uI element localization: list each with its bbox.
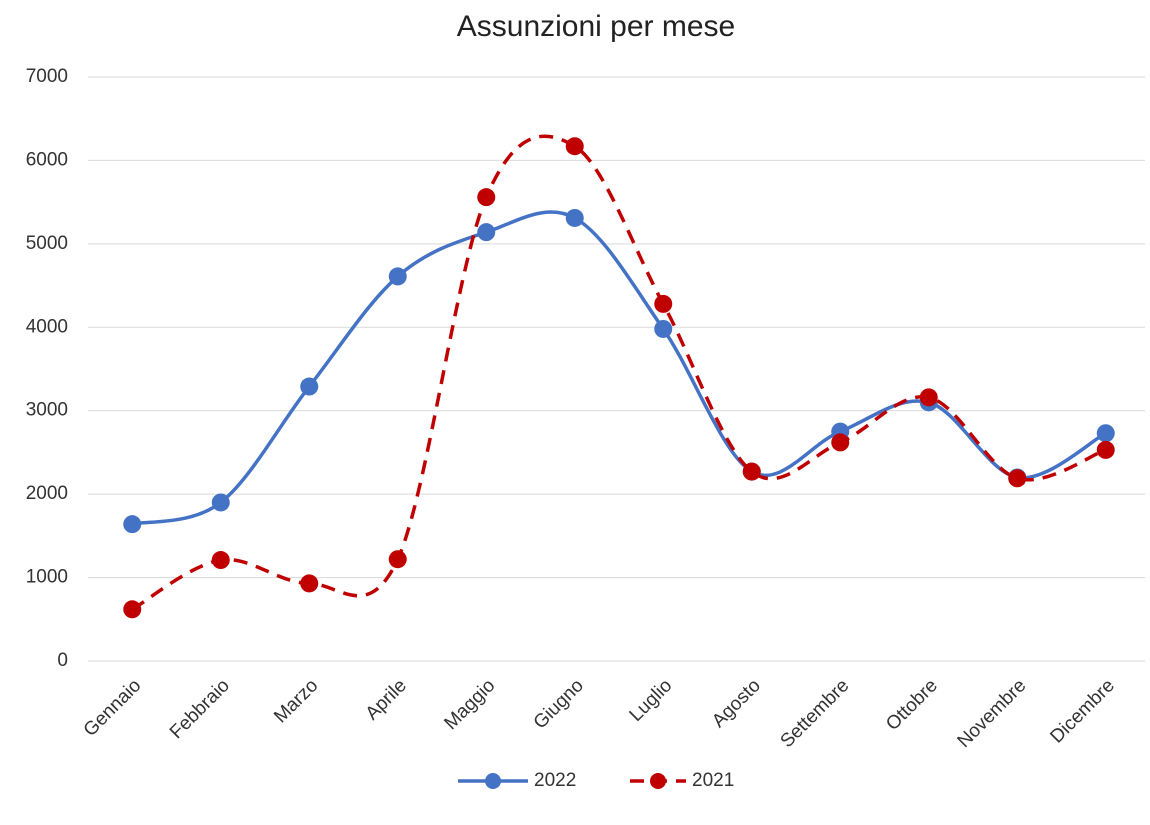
series-line [131, 210, 1107, 526]
y-tick-label: 4000 [26, 316, 68, 337]
chart-title: Assunzioni per mese [457, 10, 735, 43]
point [565, 208, 584, 227]
point [300, 377, 319, 396]
y-tick-label: 6000 [26, 149, 68, 170]
point [123, 515, 142, 534]
point [477, 223, 496, 242]
series-line [131, 134, 1107, 611]
y-tick-label: 5000 [26, 233, 68, 254]
point [1096, 440, 1115, 459]
point [654, 319, 673, 338]
point [1008, 469, 1027, 488]
point [300, 574, 319, 593]
point [742, 462, 761, 481]
legend-label: 2021 [692, 770, 734, 791]
x-tick-label: Novembre [954, 675, 1031, 752]
legend-marker [485, 773, 501, 789]
y-tick-label: 1000 [26, 567, 68, 588]
point [123, 600, 142, 619]
point [477, 188, 496, 207]
legend-marker [650, 773, 666, 789]
point [1096, 424, 1115, 443]
x-tick-label: Ottobre [882, 675, 942, 735]
y-tick-label: 3000 [26, 400, 68, 421]
y-tick-label: 7000 [26, 66, 68, 87]
legend-label: 2022 [534, 770, 576, 791]
y-tick-label: 0 [57, 650, 68, 671]
point [388, 550, 407, 569]
x-tick-label: Marzo [270, 675, 322, 727]
y-tick-label: 2000 [26, 483, 68, 504]
x-tick-label: Giugno [530, 675, 588, 733]
x-tick-label: Febbraio [166, 675, 234, 743]
point [654, 294, 673, 313]
x-tick-label: Gennaio [80, 675, 146, 741]
point [388, 267, 407, 286]
point [211, 493, 230, 512]
x-tick-label: Maggio [440, 675, 499, 734]
x-tick-label: Settembre [777, 675, 854, 752]
x-tick-label: Luglio [626, 675, 677, 726]
point [211, 551, 230, 570]
x-tick-label: Agosto [708, 675, 765, 732]
point [565, 137, 584, 156]
x-tick-label: Aprile [362, 675, 411, 724]
point [831, 433, 850, 452]
point [919, 388, 938, 407]
x-tick-label: Dicembre [1046, 675, 1118, 747]
